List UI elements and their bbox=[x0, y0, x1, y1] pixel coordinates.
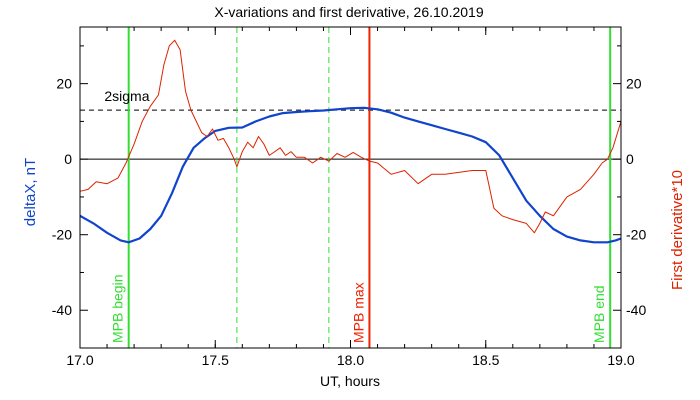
sigma-label: 2sigma bbox=[104, 88, 149, 104]
plot-area bbox=[79, 27, 622, 348]
x-tick-label-3: 18.5 bbox=[472, 352, 499, 368]
y-axis-left-label: deltaX, nT bbox=[22, 158, 39, 226]
y-right-tick-label-0: 20 bbox=[626, 76, 642, 92]
series-deltaX bbox=[79, 106, 622, 244]
chart-title: X-variations and first derivative, 26.10… bbox=[214, 4, 483, 20]
y-right-tick-label-3: -40 bbox=[626, 302, 646, 318]
y-left-tick-label-3: -40 bbox=[52, 302, 72, 318]
x-tick-label-0: 17.0 bbox=[66, 352, 93, 368]
y-left-tick-label-0: 20 bbox=[56, 76, 72, 92]
x-tick-label-1: 17.5 bbox=[202, 352, 229, 368]
series-derivative bbox=[79, 39, 622, 234]
y-right-tick-label-2: -20 bbox=[626, 227, 646, 243]
vertical-marker-label-4: MPB end bbox=[591, 285, 607, 343]
vertical-marker-label-0: MPB begin bbox=[110, 275, 126, 343]
y-right-tick-label-1: 0 bbox=[626, 151, 634, 167]
y-axis-right-label: First derivative*10 bbox=[669, 170, 686, 290]
x-tick-label-4: 19.0 bbox=[607, 352, 634, 368]
x-tick-label-2: 18.0 bbox=[337, 352, 364, 368]
x-axis-label: UT, hours bbox=[320, 373, 380, 389]
y-left-tick-label-2: -20 bbox=[52, 227, 72, 243]
y-left-tick-label-1: 0 bbox=[64, 151, 72, 167]
vertical-marker-label-3: MPB max bbox=[350, 282, 366, 343]
